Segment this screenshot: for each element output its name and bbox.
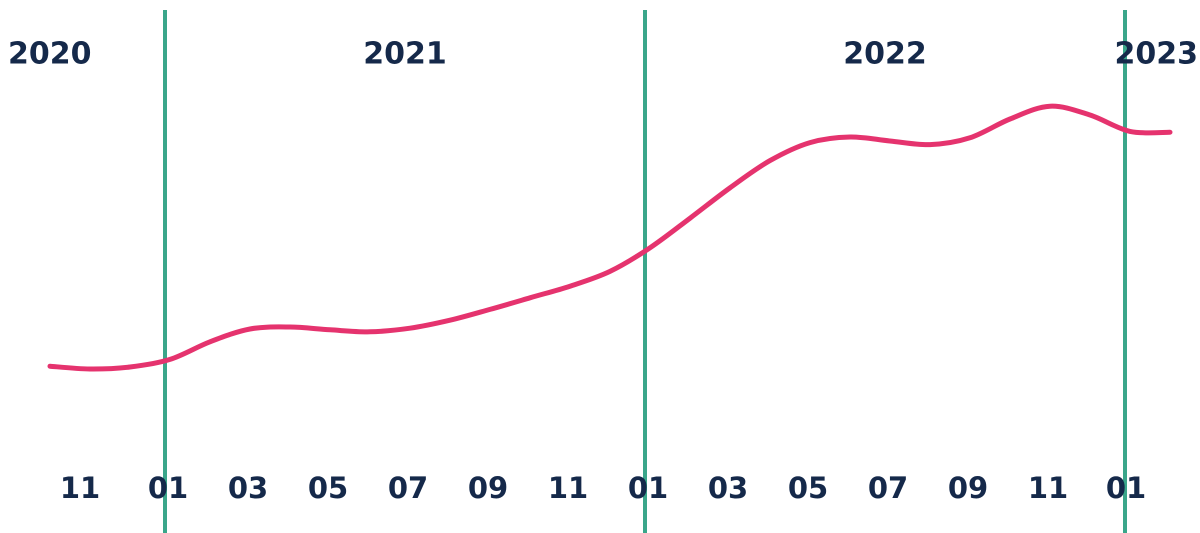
year-label-2022: 2022 [843,37,927,72]
data-point-2022-01 [647,245,653,251]
data-point-2022-07 [887,138,893,144]
year-dividers [163,10,1127,533]
data-point-2022-02 [687,215,693,221]
data-point-2021-08 [447,317,453,323]
year-label-2020: 2020 [8,37,92,72]
year-labels: 2020 2021 2022 2023 [8,37,1198,72]
data-point-2020-11 [87,366,93,372]
data-point-2022-05 [807,140,813,146]
data-point-2020-12 [127,364,133,370]
month-labels: 11 01 03 05 07 09 11 01 03 05 07 09 11 01 [60,471,1146,505]
data-point-2021-10 [527,295,533,301]
data-point-2022-09 [967,135,973,141]
x-tick-label-13: 01 [1106,471,1146,505]
x-tick-label-5: 09 [468,471,508,505]
x-tick-label-3: 05 [308,471,348,505]
data-point-2021-05 [327,327,333,333]
data-point-2023-02 [1167,129,1173,135]
data-point-2022-12 [1087,112,1093,118]
year-label-2023: 2023 [1115,37,1199,72]
x-tick-label-4: 07 [388,471,428,505]
x-tick-label-9: 05 [788,471,828,505]
data-point-2022-04 [767,158,773,164]
data-point-2020-10 [47,363,53,369]
x-tick-label-10: 07 [868,471,908,505]
series-line-0 [47,103,1173,372]
data-point-2021-02 [207,339,213,345]
x-tick-label-11: 09 [948,471,988,505]
series-layer [47,103,1173,372]
x-tick-label-8: 03 [708,471,748,505]
data-point-2021-03 [247,326,253,332]
x-tick-label-2: 03 [228,471,268,505]
x-tick-label-0: 11 [60,471,100,505]
data-point-2022-10 [1007,116,1013,122]
x-tick-label-1: 01 [148,471,188,505]
year-label-2021: 2021 [363,37,447,72]
data-point-2021-06 [367,329,373,335]
data-point-2021-12 [607,268,613,274]
data-point-2021-04 [287,324,293,330]
data-point-2021-01 [167,356,173,362]
data-point-2021-09 [487,306,493,312]
data-point-2021-11 [567,283,573,289]
data-point-2022-03 [727,185,733,191]
data-point-2022-11 [1047,103,1053,109]
data-point-2022-06 [847,134,853,140]
x-tick-label-12: 11 [1028,471,1068,505]
x-tick-label-7: 01 [628,471,668,505]
data-point-2023-01 [1127,128,1133,134]
x-tick-label-6: 11 [548,471,588,505]
data-point-2021-07 [407,325,413,331]
data-point-2022-08 [927,142,933,148]
